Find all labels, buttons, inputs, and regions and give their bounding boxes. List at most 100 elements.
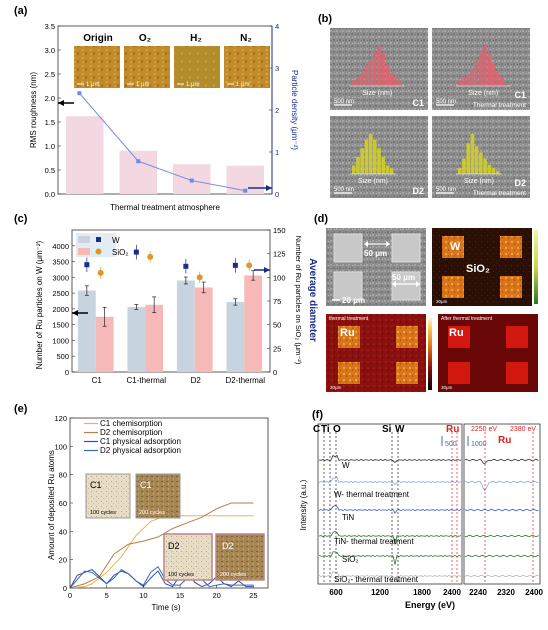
histogram-bar — [462, 77, 466, 86]
panel-a-yticks-left: 0.0 0.5 1.0 1.5 2.0 2.5 3.0 3.5 — [45, 22, 61, 199]
inset-tag-2: C1 — [140, 480, 152, 490]
sem-tag: D2 — [412, 186, 424, 196]
sem-tag: C1 — [412, 98, 424, 108]
density-point — [243, 188, 248, 193]
panel-f-peak-markers — [323, 432, 534, 584]
panel-f-spectrum-labels: W W- thermal treatment TiN TiN- thermal tre… — [334, 461, 419, 584]
xtick-label: 2400 — [443, 588, 461, 597]
particle-bar — [226, 301, 245, 372]
ytick-label: 20 — [59, 556, 67, 565]
histogram-bar — [389, 168, 394, 174]
eds-scale-2: 30μm — [330, 385, 342, 390]
histogram-bar — [368, 59, 373, 86]
particle-bar — [95, 316, 114, 372]
xtick-label: 1200 — [371, 588, 389, 597]
histogram-bar — [381, 54, 385, 86]
ytick-label: 3500 — [52, 258, 69, 267]
ytick-label: 1 — [275, 148, 279, 157]
panel-e-xlabel: Time (s) — [151, 603, 180, 612]
xtick-label: 5 — [105, 591, 109, 600]
colorbar-2 — [428, 316, 432, 390]
histogram-bar — [377, 46, 381, 86]
ytick-label: 3000 — [52, 273, 69, 282]
ytick-label: 2.0 — [45, 94, 55, 103]
legend-label: C1 chemisorption — [100, 419, 162, 428]
inset-cycles-1: 100 cycles — [90, 510, 116, 516]
histogram-bar — [364, 64, 369, 86]
ytick-label: 2.5 — [45, 70, 55, 79]
afm-scale-1: 1 μm — [86, 82, 99, 88]
histogram-bar — [504, 83, 508, 86]
particle-bar — [77, 290, 96, 372]
histogram-bar — [495, 71, 500, 86]
afm-labels: Origin O₂ H₂ N₂ — [83, 33, 252, 44]
histogram-bar — [466, 74, 470, 86]
w-diameter-point — [232, 262, 238, 268]
ytick-label: 80 — [59, 471, 67, 480]
legend-label: D2 chemisorption — [100, 428, 162, 437]
ytick-label: 25 — [273, 344, 281, 353]
histogram-bar — [385, 165, 390, 174]
xtick-label: 15 — [176, 591, 184, 600]
panel-e-xticks: 0 5 10 15 20 25 — [68, 585, 258, 600]
histogram-bar — [368, 134, 373, 174]
histogram-bar — [373, 51, 377, 86]
histogram-bar — [479, 51, 483, 86]
histogram-bar — [458, 80, 462, 86]
sem-images: Size (nm) 500 nm C1 Size (nm) 500 nm C1 Therma… — [330, 28, 530, 198]
inset-tag-1: C1 — [90, 480, 102, 490]
sem-tag-treatment: Thermal treatment — [473, 190, 526, 197]
eds-scale-3: 30μm — [441, 385, 453, 390]
inset-tag-4: D2 — [222, 541, 234, 551]
histogram-bar — [389, 72, 394, 86]
panel-e-ylabel: Amount of deposited Ru atoms — [47, 450, 56, 560]
panel-f-right-axes — [463, 423, 541, 585]
xtick-label: 0 — [68, 591, 72, 600]
ytick-label: 2000 — [52, 305, 69, 314]
sio2-diameter-point — [246, 262, 253, 269]
ytick-label: 3.5 — [45, 22, 55, 31]
peak-c: C — [313, 424, 320, 435]
afm-label-origin: Origin — [83, 33, 112, 44]
roughness-bar — [119, 150, 157, 194]
afm-scale-3: 1 μm — [186, 82, 199, 88]
particle-bar — [194, 287, 213, 372]
inset-c1-200 — [135, 473, 181, 519]
ytick-label: 4 — [275, 22, 279, 31]
particle-bar — [244, 275, 263, 372]
spectrum-label: W- thermal treatment — [334, 490, 410, 499]
ytick-label: 150 — [273, 226, 286, 235]
pattern-scale: 20 μm — [342, 296, 365, 305]
spectrum-label: TiN — [342, 513, 354, 522]
panel-f: (f) C Ti O Si W Ru Ru 2250 eV 2380 eV 50… — [299, 409, 543, 610]
afm-label-o2: O₂ — [139, 33, 151, 44]
panel-d: (d) 50 μm 50 μm 20 μm W SiO₂ 30μm Ru the… — [314, 213, 538, 392]
histogram-bar — [381, 156, 385, 174]
panel-f-label: (f) — [312, 409, 323, 421]
inset-d2-100 — [163, 533, 213, 581]
inset-cycles-4: 200 cycles — [220, 572, 246, 578]
legend-w-label: W — [112, 236, 120, 245]
ytick-label: 500 — [56, 352, 69, 361]
legend-label: C1 physical adsorption — [100, 437, 181, 446]
ytick-label: 40 — [59, 527, 67, 536]
spectrum-left — [318, 505, 462, 514]
scale-1000: 1000 — [471, 441, 487, 448]
eds-ru-label: Ru — [340, 327, 355, 339]
histogram-bar — [462, 158, 466, 174]
energy-2250: 2250 eV — [471, 426, 497, 433]
panel-c-points — [84, 244, 253, 284]
ytick-label: 2500 — [52, 289, 69, 298]
particle-bar — [127, 306, 146, 372]
spectrum-label: TiN- thermal treatment — [334, 537, 415, 546]
series-line — [69, 566, 254, 589]
histogram-bar — [398, 80, 402, 86]
panel-c: (c) 0 500 1000 1500 2000 2500 3000 3500 4000 0 25… — [14, 213, 318, 385]
energy-2380: 2380 eV — [510, 426, 536, 433]
spectrum-right — [464, 458, 539, 465]
histogram-bar — [495, 170, 500, 174]
legend-w-marker — [96, 237, 101, 242]
panel-c-xticks: C1 C1-thermal D2 D2-thermal — [92, 376, 266, 385]
ytick-label: 50 — [273, 321, 281, 330]
histogram-bar — [356, 78, 360, 86]
